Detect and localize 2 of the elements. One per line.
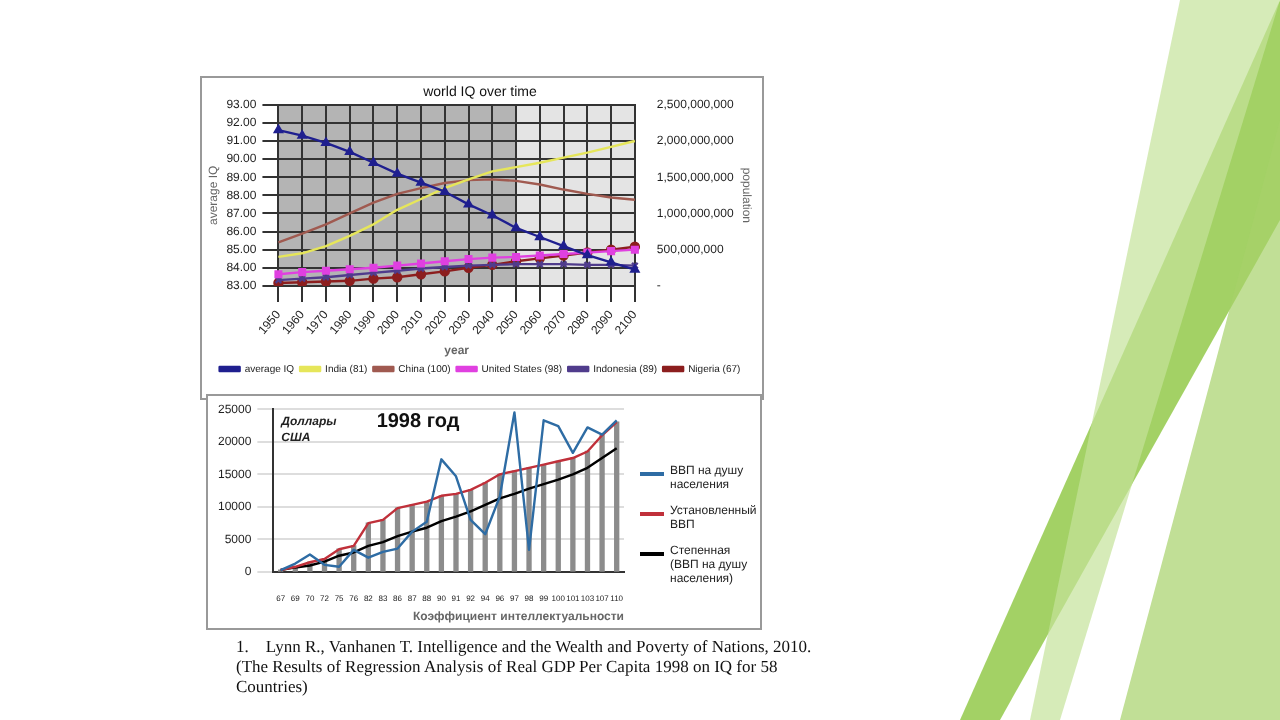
text: 1. Lynn R., Vanhanen T. Intelligence and the Wealth and Poverty of Nations, 2010. (The Results of Regression Analysis of Real GDP Per Capita 1998 on IQ for 58 Countries) — [236, 636, 814, 696]
chart-title: 1998 год — [376, 410, 461, 433]
